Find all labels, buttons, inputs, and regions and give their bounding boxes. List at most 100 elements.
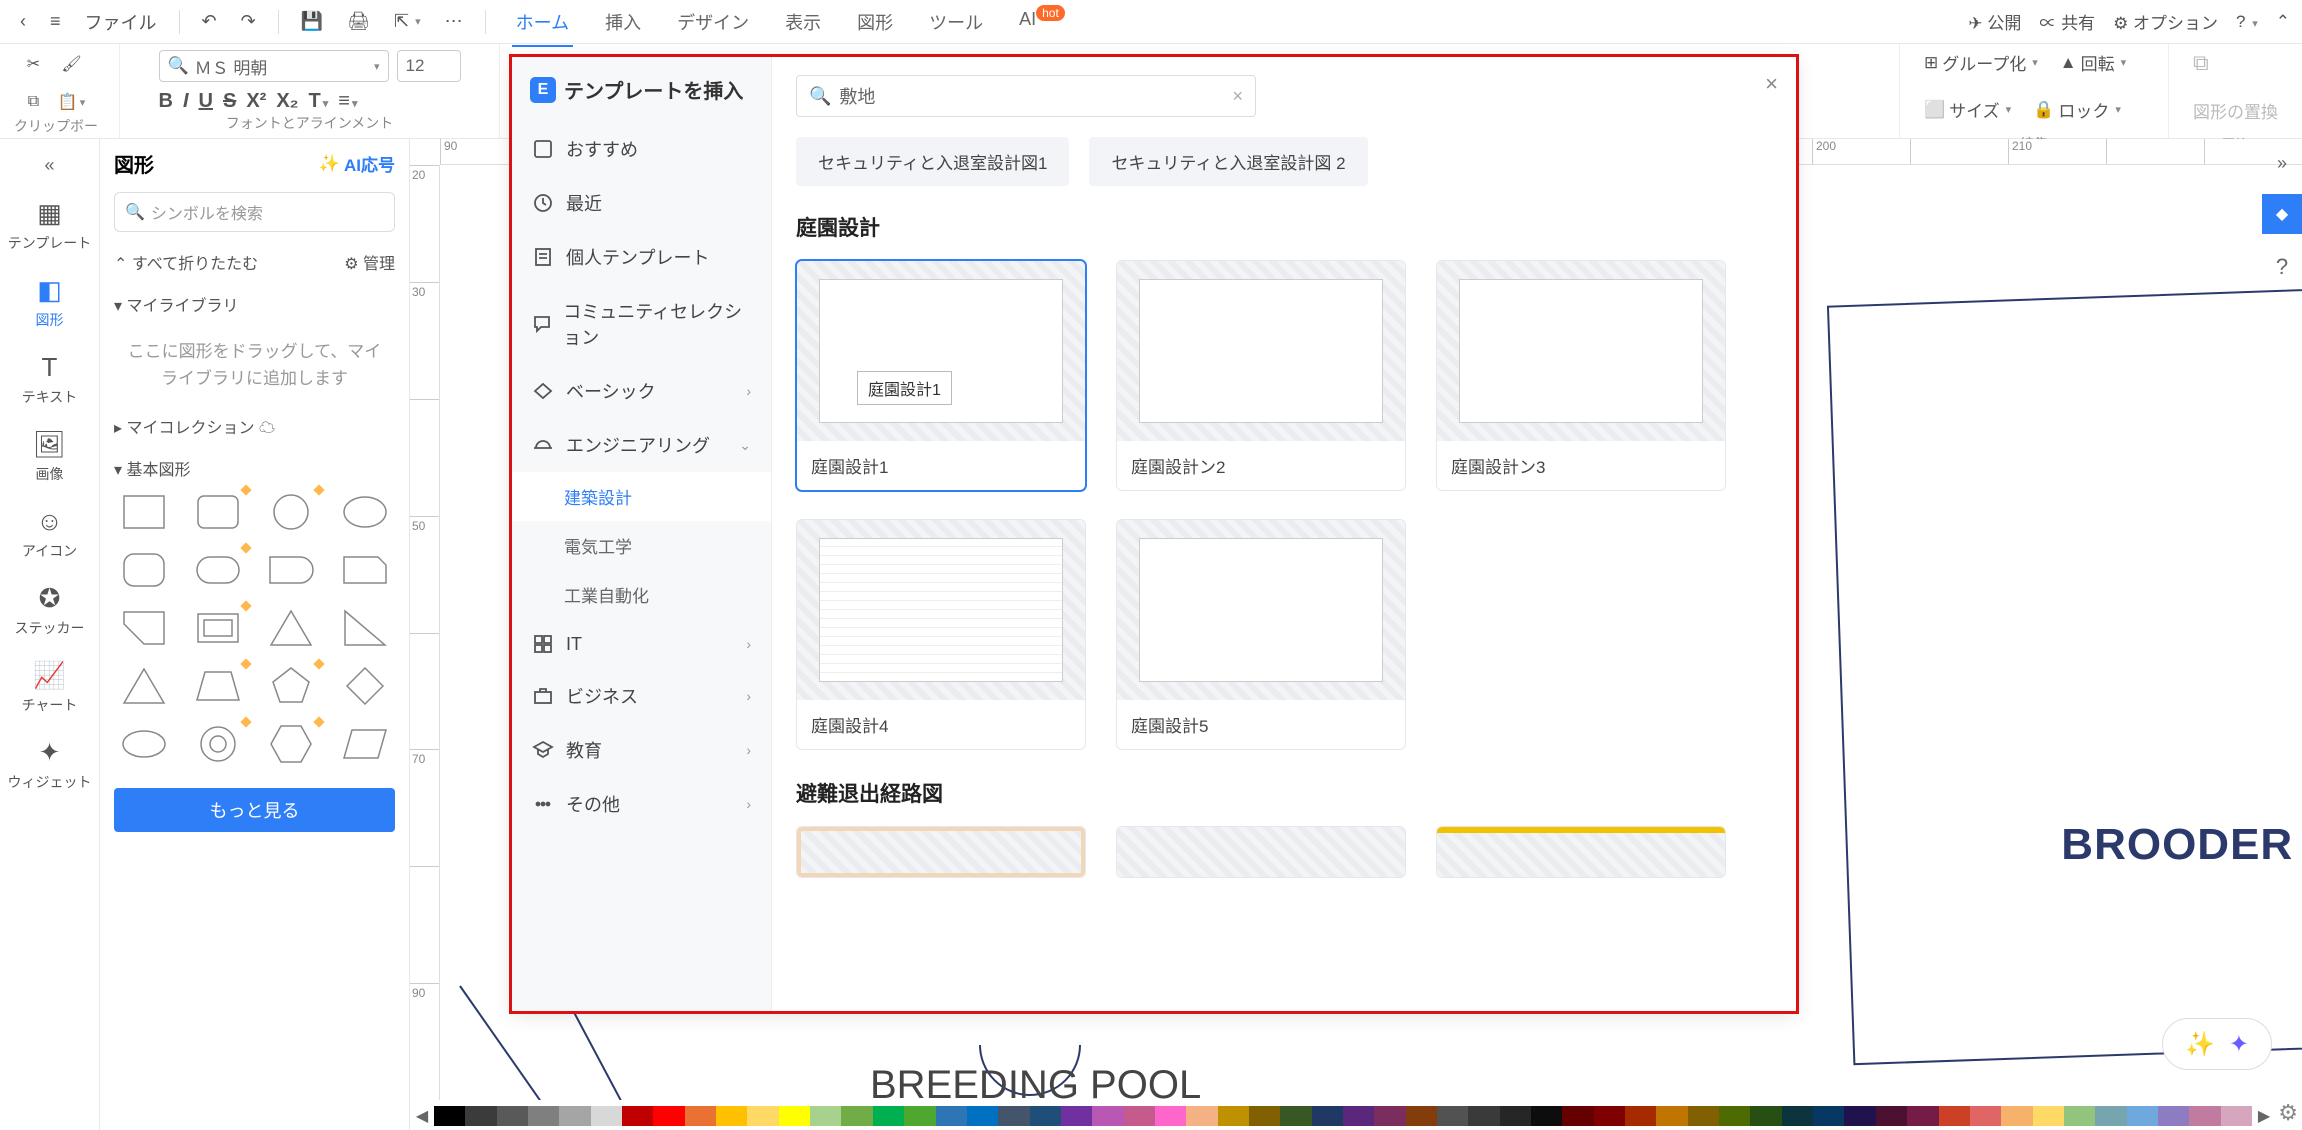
color-swatch[interactable] bbox=[904, 1106, 935, 1126]
more-shapes-button[interactable]: もっと見る bbox=[114, 788, 395, 832]
leftstrip-chart[interactable]: 📈チャート bbox=[22, 660, 78, 715]
settings-corner-icon[interactable]: ⚙ bbox=[2278, 1100, 2298, 1126]
ai-link[interactable]: ✨ AI応号 bbox=[319, 151, 395, 176]
collapse-left-button[interactable]: « bbox=[44, 155, 54, 176]
rotate-button[interactable]: ▲ 回転 ▾ bbox=[2060, 50, 2126, 75]
template-search-input[interactable]: 🔍 敷地 × bbox=[796, 75, 1256, 117]
nav-eng-elec[interactable]: 電気工学 bbox=[512, 521, 771, 570]
color-swatch[interactable] bbox=[1218, 1106, 1249, 1126]
color-swatch[interactable] bbox=[967, 1106, 998, 1126]
nav-eng-industrial[interactable]: 工業自動化 bbox=[512, 570, 771, 619]
modal-close-button[interactable]: × bbox=[1765, 71, 1778, 97]
undo-button[interactable]: ↶ bbox=[194, 7, 225, 36]
color-swatch[interactable] bbox=[1437, 1106, 1468, 1126]
color-swatch[interactable] bbox=[1939, 1106, 1970, 1126]
shape-ellipse[interactable] bbox=[335, 488, 395, 536]
color-swatch[interactable] bbox=[1124, 1106, 1155, 1126]
suggestion-chip-2[interactable]: セキュリティと入退室設計図 2 bbox=[1089, 137, 1367, 186]
help-icon[interactable]: ? bbox=[2276, 254, 2288, 280]
color-swatch[interactable] bbox=[1907, 1106, 1938, 1126]
shape-corner[interactable] bbox=[114, 604, 174, 652]
template-card-garden-5[interactable]: 庭園設計5 bbox=[1116, 519, 1406, 750]
color-swatch[interactable] bbox=[2001, 1106, 2032, 1126]
color-swatch[interactable] bbox=[1092, 1106, 1123, 1126]
color-swatch[interactable] bbox=[1061, 1106, 1092, 1126]
color-swatch[interactable] bbox=[528, 1106, 559, 1126]
share-button[interactable]: ∝ 共有 bbox=[2039, 9, 2095, 34]
shape-circle[interactable] bbox=[261, 488, 321, 536]
color-swatch[interactable] bbox=[591, 1106, 622, 1126]
tab-ai[interactable]: AIhot bbox=[1015, 1, 1069, 43]
nav-recommend[interactable]: おすすめ bbox=[512, 122, 771, 176]
leftstrip-image[interactable]: 🖼画像 bbox=[33, 429, 66, 484]
basic-shapes-section[interactable]: ▾ 基本図形 bbox=[114, 456, 395, 480]
leftstrip-template[interactable]: ▦テンプレート bbox=[8, 198, 92, 253]
color-swatch[interactable] bbox=[1813, 1106, 1844, 1126]
tab-home[interactable]: ホーム bbox=[512, 1, 573, 43]
publish-button[interactable]: ✈ 公開 bbox=[1968, 9, 2021, 34]
leftstrip-sticker[interactable]: ✪ステッカー bbox=[15, 583, 85, 638]
shape-rtriangle[interactable] bbox=[335, 604, 395, 652]
lock-button[interactable]: 🔒 ロック ▾ bbox=[2033, 97, 2121, 122]
color-swatch[interactable] bbox=[434, 1106, 465, 1126]
nav-other[interactable]: その他› bbox=[512, 777, 771, 831]
template-card-evac-3[interactable] bbox=[1436, 826, 1726, 878]
template-card-garden-3[interactable]: 庭園設計ン3 bbox=[1436, 260, 1726, 491]
collapse-ribbon-button[interactable]: ⌃ bbox=[2276, 12, 2290, 32]
color-swatch[interactable] bbox=[1030, 1106, 1061, 1126]
shape-halfround[interactable] bbox=[261, 546, 321, 594]
line-spacing-button[interactable]: ≡▾ bbox=[338, 90, 357, 113]
color-swatch[interactable] bbox=[716, 1106, 747, 1126]
tab-view[interactable]: 表示 bbox=[781, 1, 825, 43]
superscript-button[interactable]: X² bbox=[246, 90, 266, 113]
color-swatch[interactable] bbox=[1468, 1106, 1499, 1126]
color-swatch[interactable] bbox=[1249, 1106, 1280, 1126]
color-swatch[interactable] bbox=[1155, 1106, 1186, 1126]
color-swatch[interactable] bbox=[1876, 1106, 1907, 1126]
file-menu[interactable]: ファイル bbox=[77, 5, 165, 39]
leftstrip-widget[interactable]: ✦ウィジェット bbox=[8, 737, 92, 792]
subscript-button[interactable]: X₂ bbox=[276, 90, 298, 113]
color-swatch[interactable] bbox=[1750, 1106, 1781, 1126]
color-swatch[interactable] bbox=[998, 1106, 1029, 1126]
color-swatch[interactable] bbox=[2033, 1106, 2064, 1126]
color-swatch[interactable] bbox=[2189, 1106, 2220, 1126]
collapse-right-button[interactable]: » bbox=[2277, 153, 2287, 174]
color-swatch[interactable] bbox=[2158, 1106, 2189, 1126]
size-button[interactable]: ⬜ サイズ ▾ bbox=[1924, 97, 2011, 122]
color-swatch[interactable] bbox=[685, 1106, 716, 1126]
color-swatch[interactable] bbox=[1844, 1106, 1875, 1126]
shape-snip[interactable] bbox=[335, 546, 395, 594]
color-swatch[interactable] bbox=[1970, 1106, 2001, 1126]
canvas-shape-page[interactable] bbox=[1827, 285, 2302, 1065]
more-button[interactable]: ⋯ bbox=[437, 7, 471, 36]
shape-frame[interactable] bbox=[188, 604, 248, 652]
color-swatch[interactable] bbox=[1186, 1106, 1217, 1126]
underline-button[interactable]: U bbox=[199, 90, 213, 113]
right-panel-button[interactable]: ◆ bbox=[2262, 194, 2302, 234]
shape-roundrect[interactable] bbox=[188, 488, 248, 536]
bold-button[interactable]: B bbox=[159, 90, 173, 113]
shape-donut[interactable] bbox=[188, 720, 248, 768]
nav-recent[interactable]: 最近 bbox=[512, 176, 771, 230]
my-collection-section[interactable]: ▸ マイコレクション ☁ bbox=[114, 414, 395, 438]
nav-community[interactable]: コミュニティセレクション bbox=[512, 284, 771, 364]
my-library-section[interactable]: ▾ マイライブラリ bbox=[114, 292, 395, 316]
menu-button[interactable]: ≡ bbox=[42, 7, 69, 36]
shape-rect2[interactable] bbox=[114, 546, 174, 594]
color-swatch[interactable] bbox=[2095, 1106, 2126, 1126]
color-swatch[interactable] bbox=[873, 1106, 904, 1126]
color-swatch[interactable] bbox=[1312, 1106, 1343, 1126]
color-swatch[interactable] bbox=[497, 1106, 528, 1126]
tab-design[interactable]: デザイン bbox=[673, 1, 753, 43]
color-swatch[interactable] bbox=[653, 1106, 684, 1126]
strike-button[interactable]: S bbox=[223, 90, 236, 113]
color-swatch[interactable] bbox=[1500, 1106, 1531, 1126]
color-prev-button[interactable]: ◀ bbox=[410, 1106, 434, 1126]
color-swatch[interactable] bbox=[1594, 1106, 1625, 1126]
paste-icon[interactable]: 📋▾ bbox=[58, 88, 86, 116]
group-button[interactable]: ⊞ グループ化 ▾ bbox=[1924, 50, 2038, 75]
format-painter-icon[interactable]: 🖌 bbox=[58, 50, 86, 78]
color-swatch[interactable] bbox=[1343, 1106, 1374, 1126]
color-swatch[interactable] bbox=[622, 1106, 653, 1126]
